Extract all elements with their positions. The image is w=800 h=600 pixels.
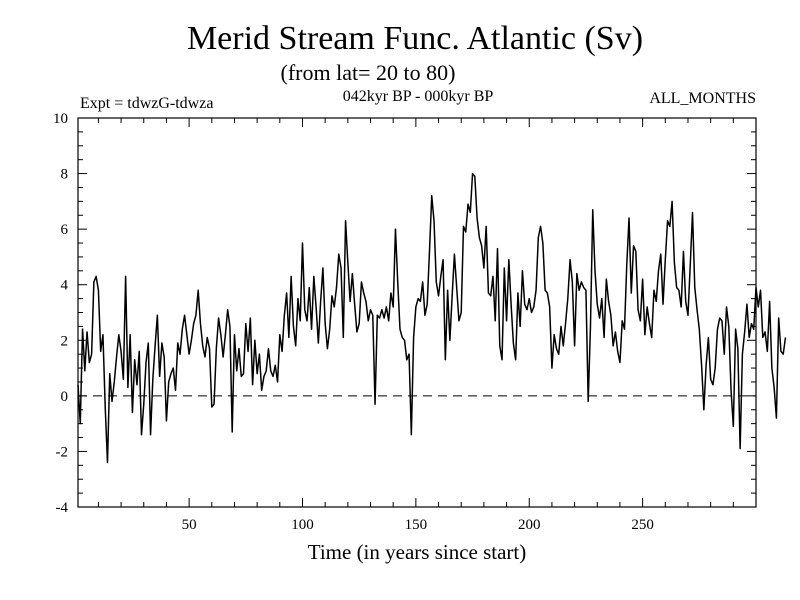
chart-title: Merid Stream Func. Atlantic (Sv)	[187, 20, 643, 57]
x-tick-label: 50	[182, 517, 197, 533]
y-tick-label: 4	[61, 278, 69, 294]
x-axis-label: Time (in years since start)	[308, 540, 527, 564]
y-tick-label: 2	[61, 333, 69, 349]
y-tick-label: -4	[56, 500, 69, 516]
y-tick-label: 10	[53, 111, 68, 127]
chart-subtitle: (from lat= 20 to 80)	[281, 60, 456, 85]
months-label: ALL_MONTHS	[649, 90, 756, 107]
y-tick-label: 0	[61, 389, 69, 405]
y-tick-label: 8	[61, 167, 69, 183]
y-tick-label: -2	[56, 444, 69, 460]
period-label: 042kyr BP - 000kyr BP	[343, 88, 494, 105]
x-tick-label: 250	[631, 517, 654, 533]
plot-frame	[77, 117, 757, 508]
data-series-line	[77, 172, 787, 464]
x-tick-label: 150	[405, 517, 428, 533]
x-tick-label: 100	[291, 517, 314, 533]
y-tick-label: 6	[61, 222, 69, 238]
experiment-label: Expt = tdwzG-tdwza	[80, 95, 213, 112]
x-tick-label: 200	[518, 517, 541, 533]
